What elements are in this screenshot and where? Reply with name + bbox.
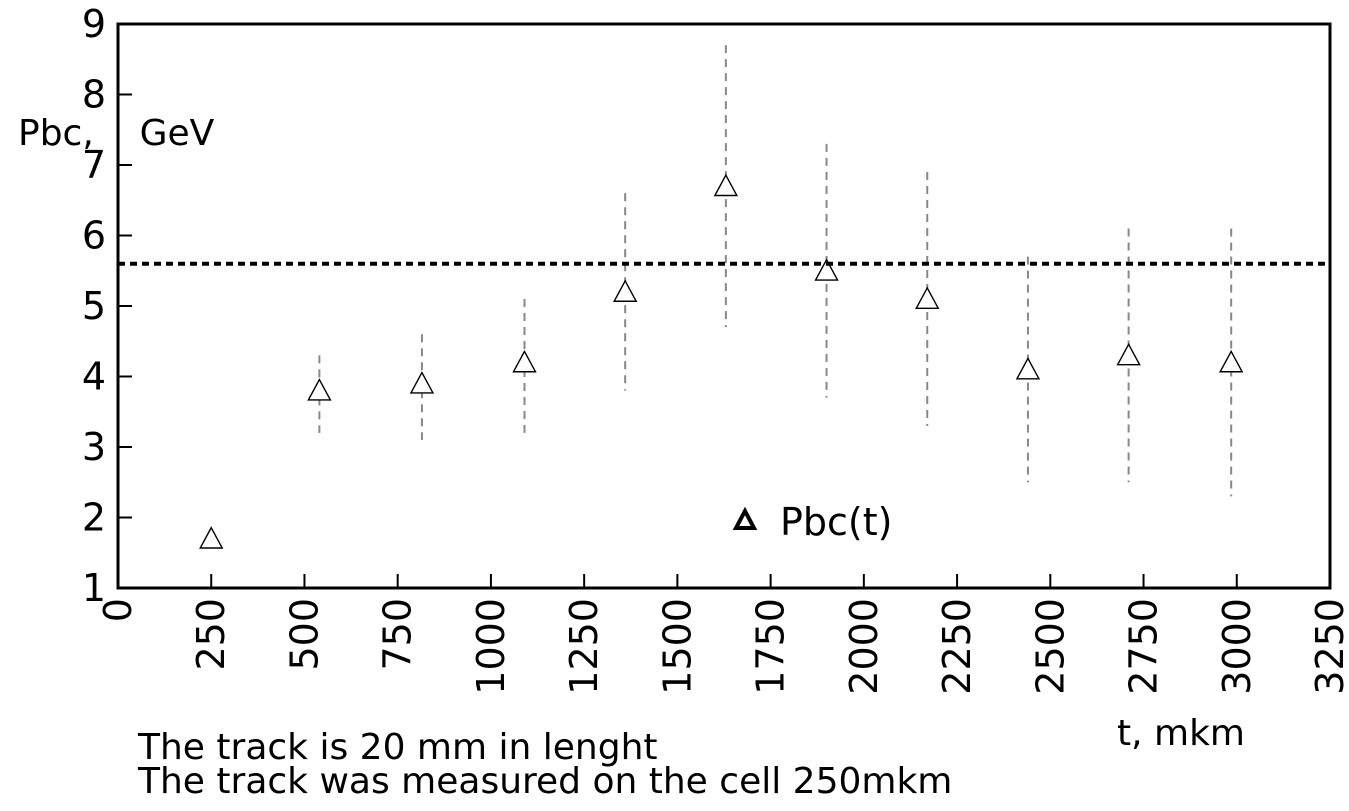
x-tick-label: 2250 xyxy=(935,598,979,695)
x-tick-label: 1750 xyxy=(749,598,793,695)
data-point xyxy=(713,173,739,197)
x-tick-label: 3000 xyxy=(1215,598,1259,695)
x-tick-label: 2500 xyxy=(1028,598,1072,695)
data-point xyxy=(1015,356,1041,380)
y-tick-label: 9 xyxy=(82,2,106,46)
y-tick-label: 5 xyxy=(82,284,106,328)
x-tick-label: 500 xyxy=(282,598,326,671)
legend-marker xyxy=(732,506,758,530)
data-point xyxy=(512,349,537,373)
x-tick-label: 0 xyxy=(96,598,140,622)
data-point xyxy=(915,286,940,309)
x-tick-label: 2750 xyxy=(1122,598,1166,695)
x-axis-label: t, mkm xyxy=(1117,713,1245,754)
data-point xyxy=(199,526,224,549)
data-point xyxy=(409,371,435,394)
note-cell-size: The track was measured on the cell 250mk… xyxy=(138,761,953,802)
data-point xyxy=(1219,349,1244,373)
x-tick-label: 1000 xyxy=(469,598,513,695)
y-axis-ticks: 1 2 3 4 5 6 7 8 9 xyxy=(82,2,132,610)
y-tick-label: 8 xyxy=(82,73,106,117)
error-bars xyxy=(318,45,1233,497)
x-tick-label: 1500 xyxy=(655,598,699,695)
x-tick-label: 2000 xyxy=(842,598,886,695)
x-tick-label: 3250 xyxy=(1308,598,1349,695)
x-tick-label: 250 xyxy=(189,598,233,671)
y-tick-label: 4 xyxy=(82,355,106,399)
data-point xyxy=(1116,342,1141,366)
x-tick-label: 1250 xyxy=(562,598,606,695)
y-tick-label: 1 xyxy=(82,566,106,610)
plot-frame xyxy=(116,22,1332,590)
legend: Pbc(t) xyxy=(732,500,892,544)
data-point xyxy=(307,378,332,401)
y-axis-label: Pbc, GeV xyxy=(18,113,215,154)
y-tick-label: 6 xyxy=(82,214,106,258)
y-tick-label: 7 xyxy=(82,143,106,187)
x-axis-ticks: 0 250 500 750 1000 1250 1500 1750 2000 2250 2500 27… xyxy=(96,574,1349,695)
note-track-length: The track is 20 mm in lenght xyxy=(138,727,658,768)
data-point xyxy=(613,279,638,302)
legend-label: Pbc(t) xyxy=(780,500,892,544)
data-point xyxy=(814,258,839,281)
x-tick-label: 750 xyxy=(376,598,420,671)
y-tick-label: 2 xyxy=(82,496,106,540)
y-tick-label: 3 xyxy=(82,425,106,469)
data-points xyxy=(199,173,1244,549)
